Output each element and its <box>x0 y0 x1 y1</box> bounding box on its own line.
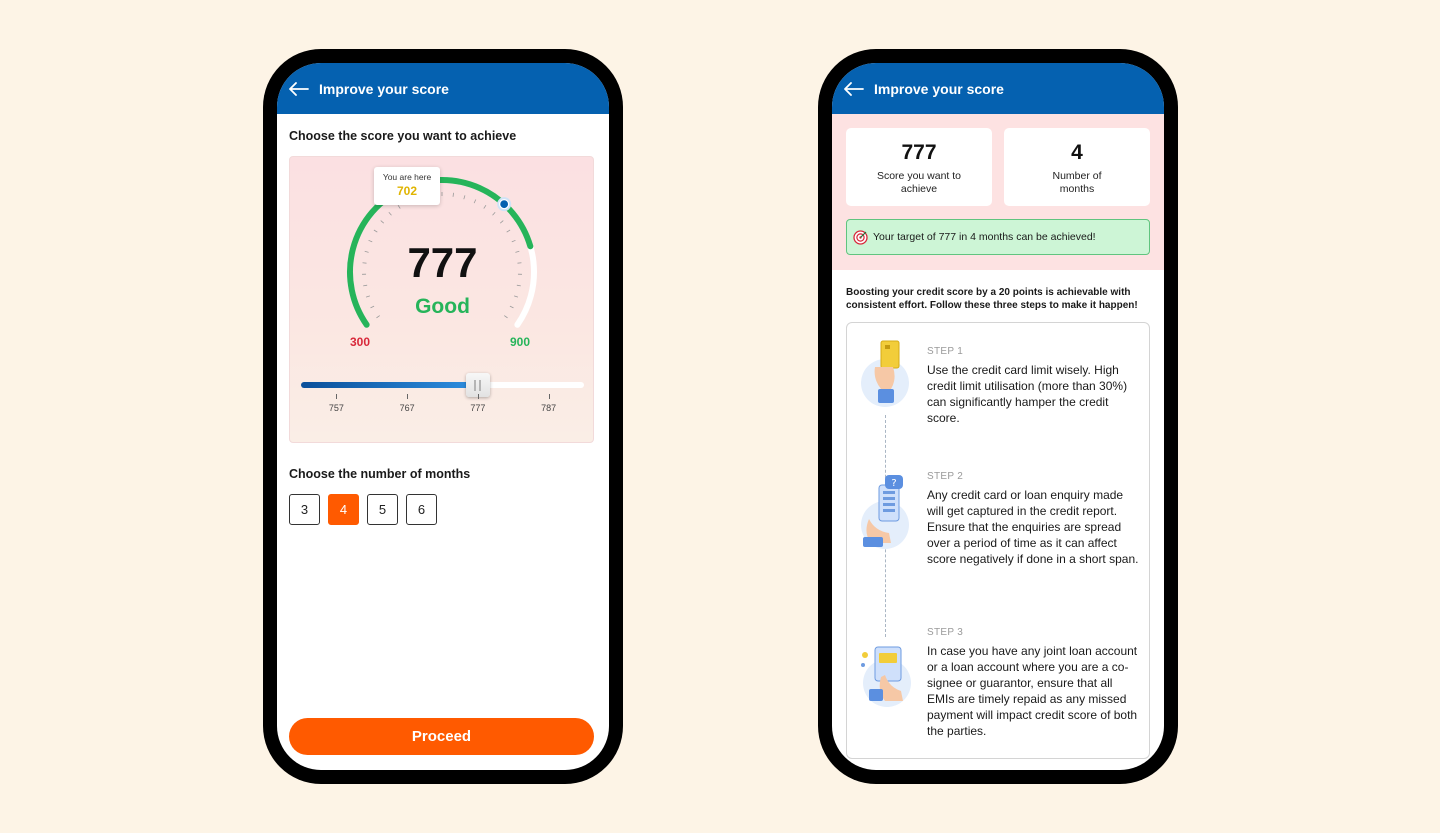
gauge-tick <box>373 229 378 233</box>
plan-intro: Boosting your credit score by a 20 point… <box>846 287 1138 311</box>
gauge-tick <box>511 239 516 243</box>
gauge-tick <box>364 250 369 253</box>
you-are-here-tooltip: You are here 702 <box>374 167 440 205</box>
arrow-left-icon[interactable] <box>844 81 864 96</box>
gauge-tick <box>499 220 504 224</box>
grip-line <box>479 379 482 391</box>
gauge-min-label: 300 <box>350 335 371 349</box>
phone-frame-right: Improve your score 777 Score you want to… <box>818 49 1178 784</box>
gauge-tick <box>363 284 368 287</box>
gauge-marker <box>499 199 510 210</box>
gauge-tick <box>509 305 514 309</box>
step-2-label: STEP 2 <box>927 471 964 482</box>
gauge-tick <box>365 295 370 298</box>
gauge-tick <box>370 305 375 309</box>
gauge-tick <box>504 315 508 319</box>
score-slider-fill <box>301 382 478 388</box>
selected-score: 777 <box>407 239 478 286</box>
target-icon <box>853 229 868 245</box>
header-title: Improve your score <box>874 80 1004 97</box>
slider-tick-label: 787 <box>541 403 557 413</box>
proceed-button[interactable]: Proceed <box>289 718 594 755</box>
grip-line <box>474 379 477 391</box>
target-score-value: 777 <box>901 141 937 164</box>
gauge-tick <box>515 250 520 253</box>
success-message: Your target of 777 in 4 months can be ac… <box>873 231 1096 243</box>
gauge-tick <box>388 211 392 216</box>
score-section-label: Choose the score you want to achieve <box>289 129 517 143</box>
gauge-tick <box>514 295 519 298</box>
gauge-tick <box>473 199 477 204</box>
month-option-3[interactable]: 3 <box>289 494 320 525</box>
months-label: Number of months <box>1052 170 1102 195</box>
success-banner: Your target of 777 in 4 months can be ac… <box>846 219 1150 255</box>
gauge-tick <box>368 239 373 243</box>
gauge-max-label: 900 <box>510 335 531 349</box>
month-option-6[interactable]: 6 <box>406 494 437 525</box>
gauge-tick <box>376 315 380 319</box>
steps-card: STEP 1 Use the credit card limit wisely.… <box>846 322 1150 759</box>
slider-tick <box>336 394 338 399</box>
header-title: Improve your score <box>319 80 449 97</box>
slider-tick-label: 777 <box>470 403 486 413</box>
step-1-text: Use the credit card limit wisely. High c… <box>927 363 1128 425</box>
gauge-tick <box>506 229 511 233</box>
gauge-tick <box>397 204 401 209</box>
app-header: Improve your score <box>832 63 1164 114</box>
gauge-tick <box>452 192 454 197</box>
slider-tick <box>548 394 550 399</box>
slider-tick <box>407 394 409 399</box>
tooltip-label: You are here <box>382 172 432 182</box>
gauge-tick <box>483 204 487 209</box>
score-rating: Good <box>415 295 470 318</box>
gauge-tick <box>516 284 521 287</box>
screen-improvement-plan: Improve your score 777 Score you want to… <box>832 63 1164 770</box>
arrow-left-icon[interactable] <box>289 81 309 96</box>
app-header: Improve your score <box>277 63 609 114</box>
target-score-label: Score you want to achieve <box>876 170 962 195</box>
month-option-5[interactable]: 5 <box>367 494 398 525</box>
target-score-card: 777 Score you want to achieve <box>846 128 992 206</box>
current-score: 702 <box>396 184 418 198</box>
gauge-tick <box>463 195 466 200</box>
hand-credit-card-icon <box>859 339 915 407</box>
months-section-label: Choose the number of months <box>289 467 471 481</box>
slider-tick-label: 767 <box>399 403 415 413</box>
phone-enquiry-icon: ? <box>859 473 915 549</box>
months-card: 4 Number of months <box>1004 128 1150 206</box>
phone-frame-left: Improve your score Choose the score you … <box>263 49 623 784</box>
slider-tick-label: 757 <box>328 403 344 413</box>
gauge-tick <box>380 220 385 224</box>
score-gauge-card: You are here 702 777 Good 300 900 757 767… <box>289 156 594 443</box>
step-1-label: STEP 1 <box>927 346 964 357</box>
svg-text:?: ? <box>891 478 896 489</box>
months-value: 4 <box>1071 141 1083 164</box>
payment-tap-icon <box>859 639 915 707</box>
month-option-4[interactable]: 4 <box>328 494 359 525</box>
step-2-text: Any credit card or loan enquiry made wil… <box>927 488 1139 566</box>
slider-tick <box>477 394 479 399</box>
step-3-text: In case you have any joint loan account … <box>927 644 1138 738</box>
step-3-label: STEP 3 <box>927 627 964 638</box>
score-slider-track[interactable] <box>301 382 584 388</box>
screen-choose-score: Improve your score Choose the score you … <box>277 63 609 770</box>
score-slider-handle[interactable] <box>465 373 490 397</box>
gauge-tick <box>492 211 496 216</box>
